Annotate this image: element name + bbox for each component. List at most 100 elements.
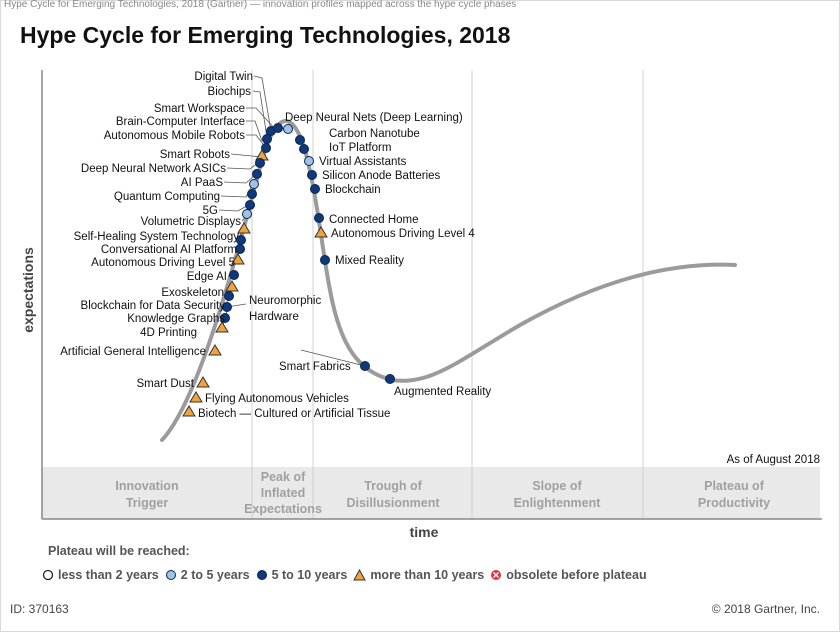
legend-item-5-to-10: 5 to 10 years (256, 568, 348, 582)
legend-item-2-to-5: 2 to 5 years (165, 568, 250, 582)
marker-silicon-anode (307, 170, 317, 180)
label-dnn-asics: Deep Neural Network ASICs (81, 163, 226, 175)
marker-flying-av (189, 391, 203, 403)
label-ai-paas: AI PaaS (181, 177, 224, 189)
legend-label: less than 2 years (58, 568, 159, 582)
marker-biochips (273, 123, 283, 133)
marker-neuromorphic (222, 302, 232, 312)
label-adl5: Autonomous Driving Level 5 (91, 257, 235, 269)
label-volumetric: Volumetric Displays (141, 216, 242, 228)
phase-peak-line2: Inflated (261, 486, 305, 500)
legend-item-obsolete: obsolete before plateau (490, 568, 647, 582)
label-augmented-reality: Augmented Reality (394, 386, 491, 398)
marker-virtual-assistants (304, 156, 314, 166)
phase-innovation-trigger-line2: Trigger (126, 496, 169, 510)
label-4d-printing: 4D Printing (140, 327, 197, 339)
marker-exoskeleton (225, 280, 239, 292)
phase-band (42, 467, 820, 519)
marker-knowledge-graphs (220, 313, 230, 323)
phase-innovation-trigger-line1: Innovation (115, 479, 178, 493)
marker-smart-fabrics (360, 361, 370, 371)
label-adl4: Autonomous Driving Level 4 (331, 228, 475, 240)
marker-smart-dust (196, 376, 210, 388)
as-of-date: As of August 2018 (727, 454, 820, 466)
marker-ai-paas (249, 179, 259, 189)
legend-label: 2 to 5 years (180, 568, 250, 582)
marker-dnn-asics (252, 169, 262, 179)
chart-title: Hype Cycle for Emerging Technologies, 20… (20, 22, 511, 48)
label-smart-dust: Smart Dust (136, 378, 194, 390)
label-amr: Autonomous Mobile Robots (104, 130, 246, 142)
technology-markers (182, 123, 395, 417)
x-axis-title: time (410, 524, 439, 540)
label-deep-neural-nets: Deep Neural Nets (Deep Learning) (285, 112, 463, 124)
marker-5g (245, 200, 255, 210)
marker-volumetric (242, 209, 252, 219)
legend-label: obsolete before plateau (506, 568, 647, 582)
label-virtual-assistants: Virtual Assistants (319, 156, 407, 168)
label-knowledge-graphs: Knowledge Graphs (127, 313, 225, 325)
phase-slope-line2: Enlightenment (514, 496, 602, 510)
white-circle-icon (42, 569, 54, 581)
hype-cycle-chart: expectations time As of August 2018 Inno… (20, 70, 822, 540)
phase-labels: Innovation Trigger Peak of Inflated Expe… (115, 470, 770, 516)
phase-trough-line2: Disillusionment (346, 496, 440, 510)
marker-edge-ai (229, 270, 239, 280)
label-iot-platform: IoT Platform (329, 142, 391, 154)
phase-peak-line1: Peak of (261, 470, 306, 484)
phase-trough-line1: Trough of (364, 479, 422, 493)
label-mixed-reality: Mixed Reality (335, 255, 404, 267)
label-connected-home: Connected Home (329, 214, 419, 226)
phase-plateau-line2: Productivity (698, 496, 770, 510)
marker-smart-workspace (262, 134, 272, 144)
label-digital-twin: Digital Twin (194, 71, 253, 83)
legend-item-less-than-2: less than 2 years (42, 568, 159, 582)
marker-self-healing (237, 222, 251, 234)
label-blockchain: Blockchain (325, 184, 381, 196)
document-id: ID: 370163 (10, 602, 69, 616)
orange-triangle-icon (353, 569, 367, 581)
label-quantum: Quantum Computing (114, 191, 220, 203)
marker-adl4 (314, 226, 328, 238)
phase-plateau-line1: Plateau of (704, 479, 765, 493)
phase-slope-line1: Slope of (532, 479, 582, 493)
marker-carbon-nanotube (295, 135, 305, 145)
phase-peak-line3: Expectations (244, 502, 322, 516)
label-edge-ai: Edge AI (187, 271, 227, 283)
label-silicon-anode: Silicon Anode Batteries (322, 170, 441, 182)
label-5g: 5G (203, 205, 218, 217)
label-smart-fabrics: Smart Fabrics (279, 361, 351, 373)
y-axis-title: expectations (20, 247, 36, 333)
label-conversational-ai: Conversational AI Platform (101, 244, 237, 256)
label-biotech: Biotech — Cultured or Artificial Tissue (198, 408, 390, 420)
label-flying-av: Flying Autonomous Vehicles (205, 393, 349, 405)
marker-adl5 (231, 253, 245, 265)
dark-blue-circle-icon (256, 570, 267, 580)
marker-4d-printing (215, 321, 229, 333)
label-agi: Artificial General Intelligence (60, 346, 206, 358)
legend-label: 5 to 10 years (271, 568, 348, 582)
marker-blockchain-security (224, 291, 234, 301)
legend-item-more-than-10: more than 10 years (353, 568, 484, 582)
marker-augmented-reality (385, 374, 395, 384)
label-bci: Brain-Computer Interface (116, 116, 245, 128)
marker-quantum (247, 189, 257, 199)
legend-label: more than 10 years (370, 568, 485, 582)
marker-iot-platform (299, 144, 309, 154)
copyright: © 2018 Gartner, Inc. (711, 602, 820, 616)
light-blue-circle-icon (165, 570, 176, 580)
technology-labels: Digital Twin Biochips Smart Workspace Br… (60, 71, 491, 420)
label-smart-robots: Smart Robots (160, 149, 231, 161)
label-biochips: Biochips (208, 86, 252, 98)
label-neuromorphic-1: Neuromorphic (249, 295, 321, 307)
marker-adl5-dot (235, 244, 245, 254)
marker-mixed-reality (320, 255, 330, 265)
marker-deep-neural-nets (283, 124, 293, 134)
marker-agi (208, 344, 222, 356)
label-blockchain-security: Blockchain for Data Security (81, 300, 226, 312)
label-smart-workspace: Smart Workspace (154, 103, 245, 115)
obsolete-icon (491, 570, 502, 580)
legend-title: Plateau will be reached: (48, 544, 190, 558)
phase-dividers (251, 70, 644, 519)
legend: less than 2 years 2 to 5 years 5 to 10 y… (42, 568, 653, 582)
